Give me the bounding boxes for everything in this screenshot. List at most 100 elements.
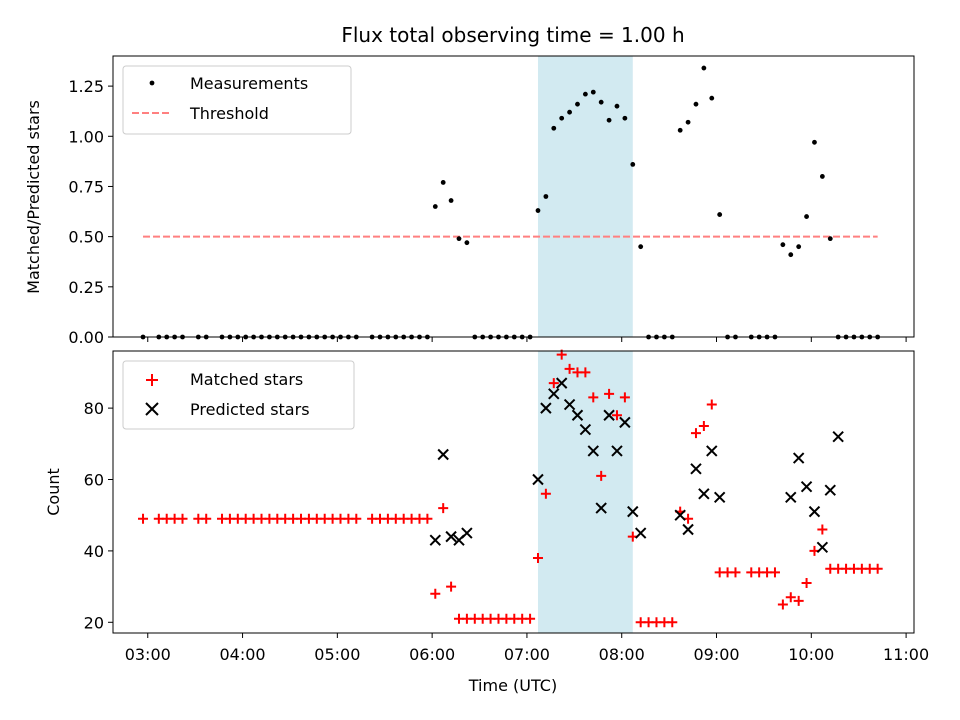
measurement-point [685, 119, 691, 125]
x-tick-label: 11:00 [883, 645, 929, 664]
matched-star-point [138, 513, 149, 524]
measurement-point [440, 180, 446, 185]
top-legend: Measurements Threshold [122, 65, 352, 135]
measurement-point [543, 194, 549, 199]
measurement-point [780, 242, 786, 248]
measurement-point [812, 139, 817, 145]
matched-star-point [667, 617, 678, 628]
predicted-star-point [555, 377, 568, 389]
measurement-point [796, 244, 802, 250]
predicted-star-point [563, 398, 576, 411]
matched-star-point [201, 513, 212, 524]
y-tick-label: 1.00 [68, 127, 104, 146]
predicted-star-point [627, 505, 639, 518]
x-axis-label: Time (UTC) [468, 676, 557, 695]
measurement-point [717, 212, 723, 217]
matched-star-point [730, 567, 741, 578]
matched-star-point [446, 581, 457, 592]
predicted-star-point [824, 484, 836, 496]
y-tick-label: 0.50 [68, 228, 104, 247]
bottom-y-ticks: 20 40 60 80 [84, 399, 113, 632]
matched-star-point [351, 513, 362, 524]
bottom-markers [138, 349, 883, 628]
y-tick-label: 0.75 [68, 177, 104, 196]
y-tick-label: 40 [84, 542, 104, 561]
legend-predicted-marker [145, 402, 159, 416]
measurement-point [827, 236, 833, 242]
measurement-point [559, 115, 565, 121]
measurement-point [535, 208, 541, 213]
predicted-star-point [445, 530, 457, 543]
matched-star-point [611, 410, 622, 421]
bottom-legend-box [122, 360, 355, 430]
measurement-point [590, 89, 596, 95]
measurement-point [551, 125, 557, 131]
predicted-star-point [619, 416, 631, 429]
measurement-point [582, 91, 588, 97]
matched-star-point [769, 567, 780, 578]
y-tick-label: 0.00 [68, 328, 104, 347]
x-tick-label: 06:00 [409, 645, 455, 664]
measurement-point [464, 240, 470, 246]
x-tick-label: 09:00 [693, 645, 739, 664]
predicted-star-point [713, 491, 726, 504]
matched-star-point [777, 599, 788, 610]
predicted-star-point [461, 527, 473, 539]
y-tick-label: 0.25 [68, 278, 104, 297]
measurement-point [804, 214, 809, 219]
measurement-point [622, 115, 628, 121]
predicted-star-point [587, 445, 599, 457]
bottom-y-axis-label: Count [44, 468, 63, 516]
top-shaded-span [537, 56, 633, 337]
matched-star-point [422, 513, 433, 524]
measurement-point [788, 252, 794, 258]
measurement-point [677, 127, 683, 133]
x-tick-label: 04:00 [219, 645, 265, 664]
matched-star-point [604, 388, 615, 399]
matched-star-point [817, 524, 828, 535]
legend-measurements-marker [149, 80, 155, 86]
y-tick-label: 1.25 [68, 77, 104, 96]
legend-threshold-label: Threshold [189, 104, 269, 123]
matched-star-point [438, 503, 449, 514]
matched-star-point [548, 378, 559, 389]
bottom-legend: Matched stars Predicted stars [122, 360, 355, 430]
bottom-shaded-span [537, 351, 633, 633]
predicted-star-point [698, 488, 710, 500]
top-x-ticks [147, 337, 907, 342]
predicted-star-point [634, 527, 647, 539]
matched-star-point [532, 553, 543, 564]
matched-star-point [872, 563, 883, 574]
x-tick-label: 08:00 [599, 645, 645, 664]
matched-star-point [564, 363, 575, 374]
top-y-ticks: 0.00 0.25 0.50 0.75 1.00 1.25 [68, 77, 113, 347]
top-axes-frame [112, 55, 915, 338]
legend-predicted-label: Predicted stars [190, 400, 310, 419]
x-tick-label: 07:00 [504, 645, 550, 664]
measurement-point [638, 244, 644, 250]
predicted-star-point [682, 523, 694, 536]
predicted-star-point [595, 502, 607, 514]
predicted-star-point [785, 491, 797, 504]
x-tick-label: 05:00 [314, 645, 360, 664]
measurement-point [448, 198, 454, 203]
top-legend-box [122, 65, 352, 135]
top-panel: 0.00 0.25 0.50 0.75 1.00 1.25 Matched/Predict… [24, 55, 915, 347]
legend-matched-label: Matched stars [190, 370, 303, 389]
measurement-point [606, 117, 612, 123]
matched-star-point [588, 392, 599, 403]
predicted-star-point [571, 409, 584, 421]
predicted-star-point [611, 445, 623, 457]
bottom-axes-frame [112, 350, 915, 634]
y-tick-label: 60 [84, 471, 104, 490]
chart-title: Flux total observing time = 1.00 h [341, 23, 684, 47]
predicted-star-point [603, 409, 615, 421]
measurement-point [456, 236, 462, 242]
predicted-star-point [437, 448, 449, 461]
predicted-star-point [429, 534, 442, 546]
top-y-axis-label: Matched/Predicted stars [24, 100, 43, 294]
matched-star-point [540, 488, 551, 499]
measurement-point [567, 109, 572, 115]
predicted-star-point [540, 402, 552, 414]
